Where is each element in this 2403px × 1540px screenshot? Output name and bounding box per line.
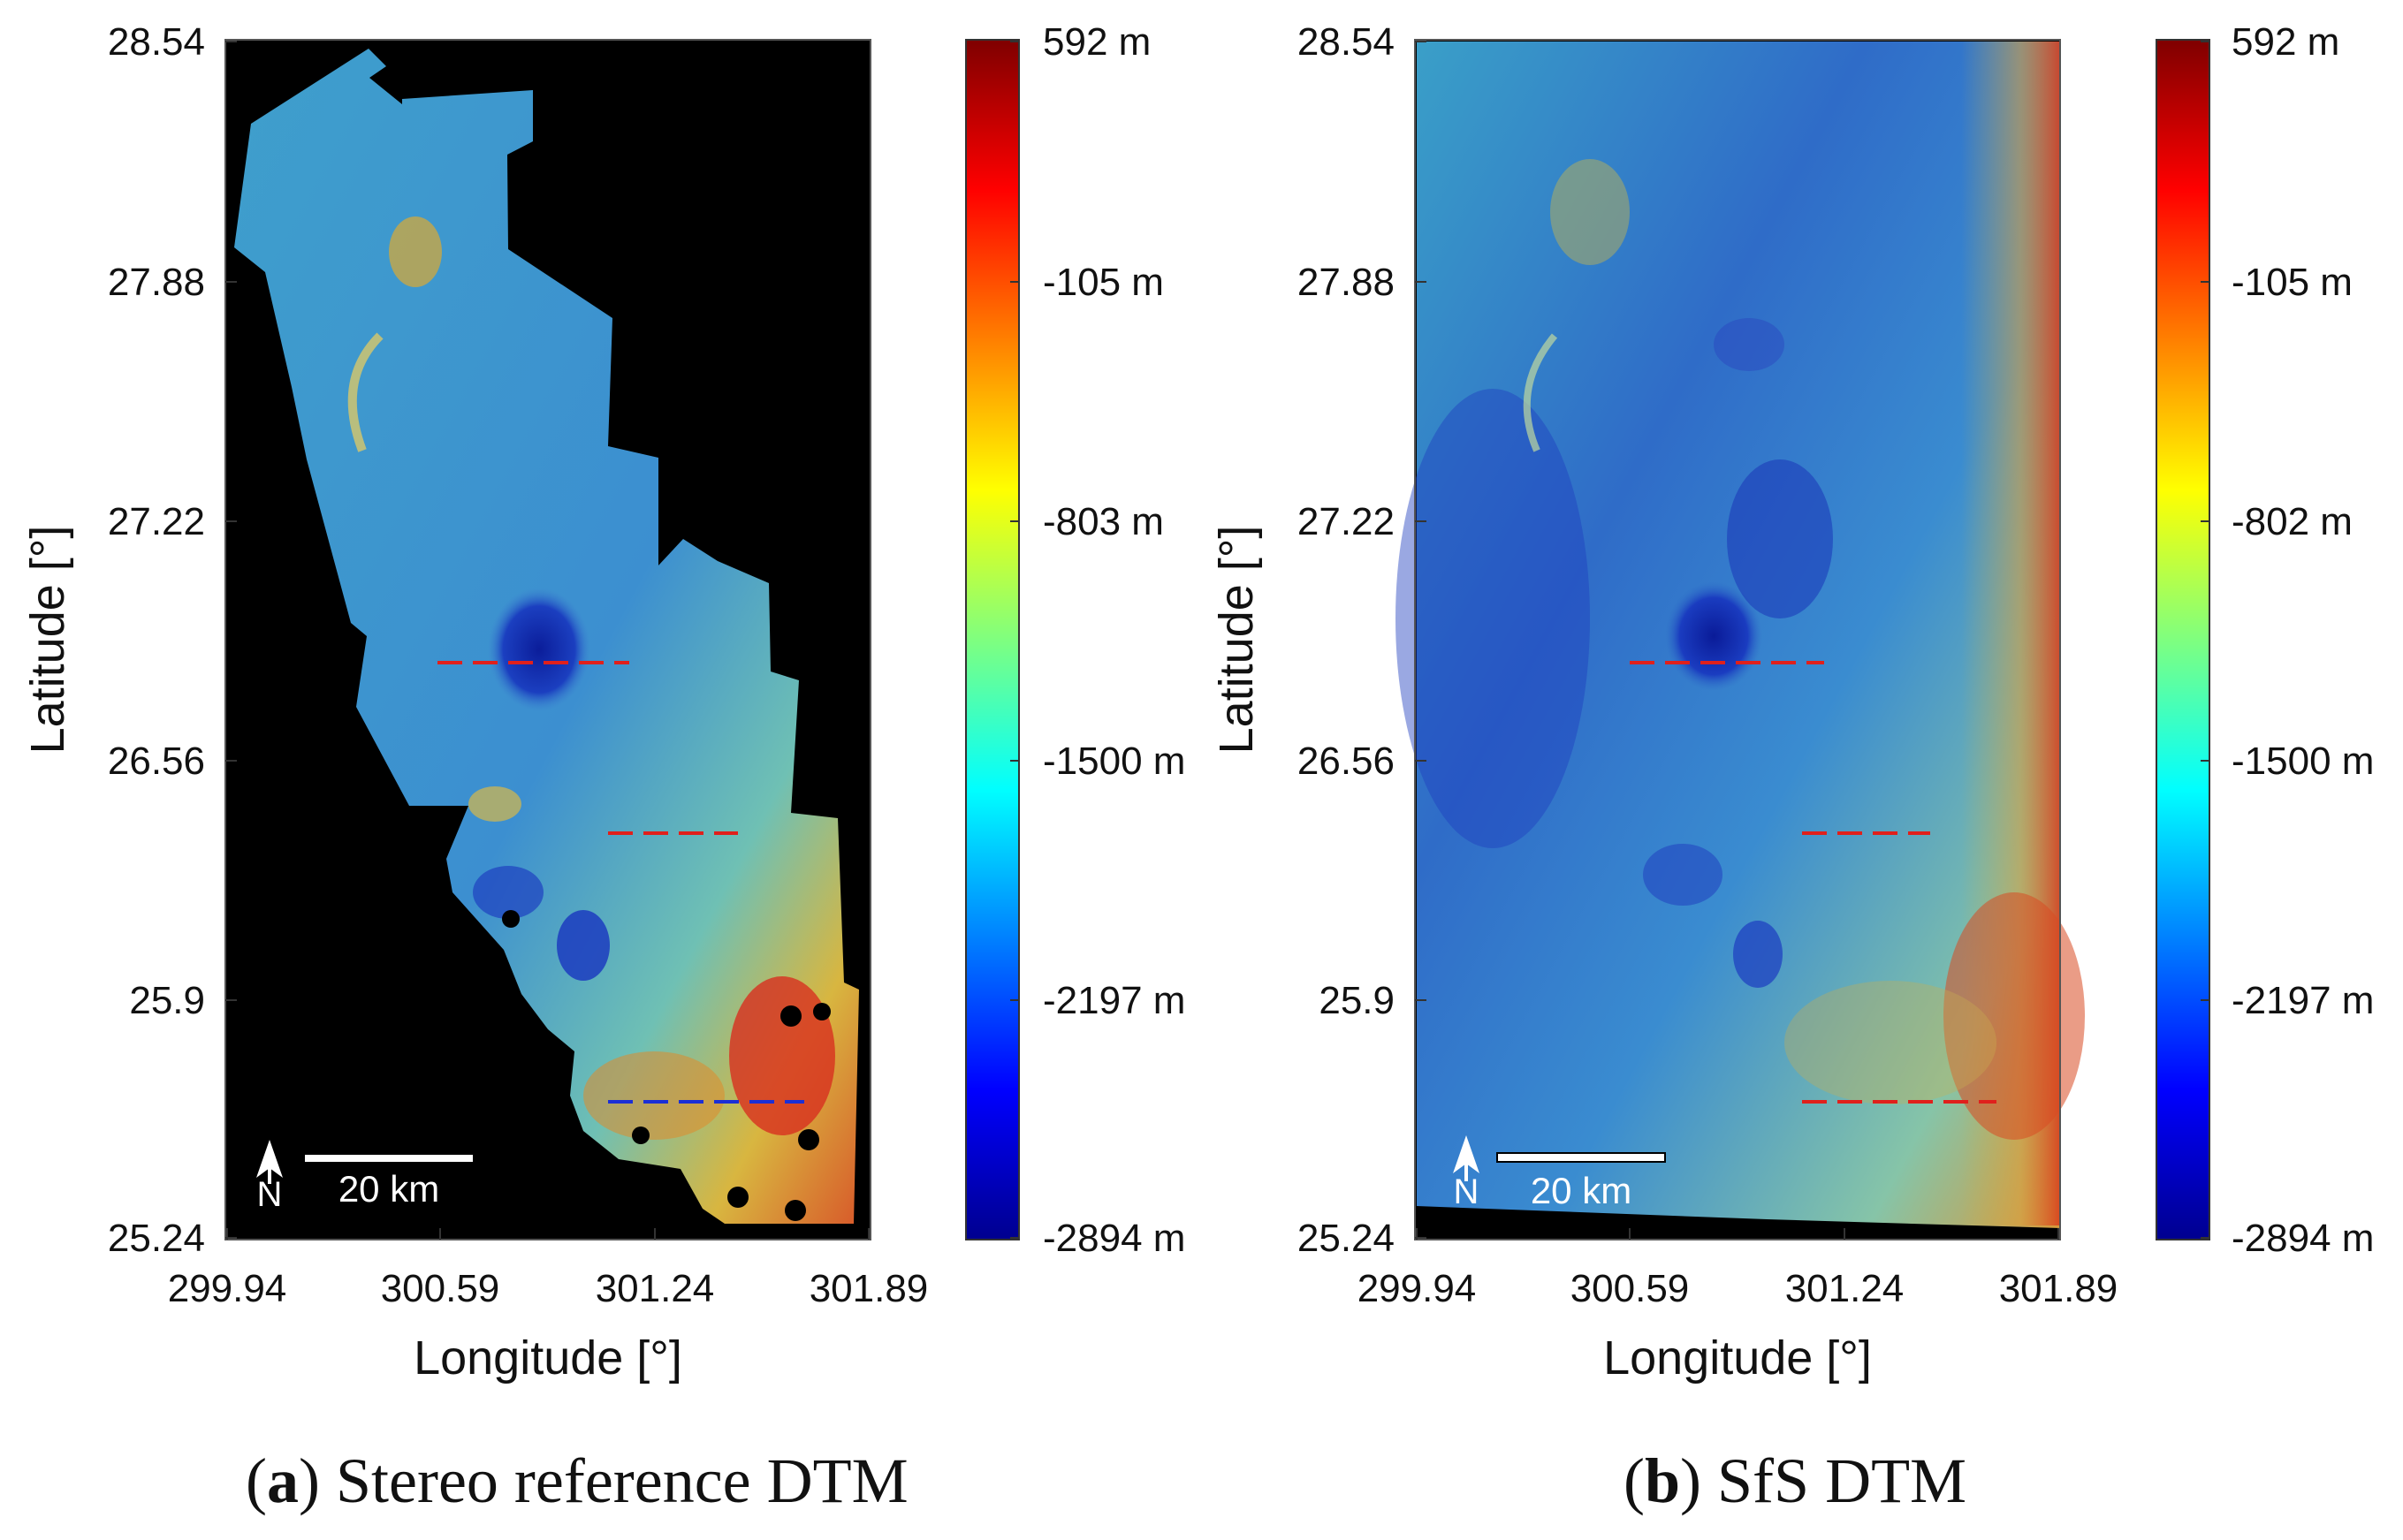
y-axis-label: Latitude [°] — [1210, 526, 1263, 755]
high-terrain — [729, 976, 835, 1135]
axes-frame — [1414, 39, 2061, 1240]
scale-bar: 20 km — [305, 1155, 473, 1210]
colorbar-label: -802 m — [2232, 500, 2353, 543]
x-tick-label: 299.94 — [168, 1267, 287, 1310]
caption-b: (b) SfS DTM — [1624, 1445, 1967, 1516]
colorbar-label: -1500 m — [1043, 740, 1185, 783]
crater-rim — [347, 332, 384, 452]
colorbar-label: 592 m — [1043, 20, 1151, 64]
caption-text: SfS DTM — [1717, 1445, 1967, 1516]
colorbar-label: -803 m — [1043, 500, 1164, 543]
y-tick-label: 27.88 — [1297, 261, 1395, 304]
depression — [1727, 459, 1833, 618]
y-tick-label: 25.9 — [1319, 979, 1395, 1022]
y-tick-marks — [225, 41, 237, 1239]
y-tick-label: 25.24 — [108, 1217, 205, 1260]
depression — [1643, 844, 1722, 906]
caption-a: (a) Stereo reference DTM — [246, 1445, 909, 1516]
data-gap — [798, 1129, 819, 1150]
colorbar — [965, 39, 1020, 1240]
data-gap — [780, 1005, 802, 1027]
elevated-plain — [1784, 981, 1996, 1104]
scale-bar: 20 km — [1496, 1152, 1666, 1211]
north-arrow: N — [1453, 1135, 1479, 1211]
x-axis-label: Longitude [°] — [1603, 1331, 1872, 1384]
crater-small — [1733, 921, 1783, 988]
data-gap — [727, 1187, 749, 1208]
caption-letter: b — [1644, 1445, 1681, 1516]
colorbar-label: 592 m — [2232, 20, 2339, 64]
panel-a-figure: N 20 km 28.54 27.88 27.22 26.56 25.9 25.… — [21, 20, 1185, 1384]
depression — [1714, 318, 1784, 371]
x-tick-label: 300.59 — [1570, 1267, 1690, 1310]
colorbar-label: -105 m — [2232, 261, 2353, 304]
north-arrow: N — [256, 1140, 283, 1214]
x-tick-label: 301.24 — [1785, 1267, 1905, 1310]
y-tick-label: 27.22 — [108, 500, 205, 543]
high-terrain — [1943, 892, 2085, 1140]
colorbar-label: -2894 m — [1043, 1217, 1185, 1260]
x-tick-marks — [1416, 1228, 2059, 1240]
colorbar-ticks — [1010, 41, 1019, 1239]
colorbar — [2156, 39, 2210, 1240]
colorbar-label: -1500 m — [2232, 740, 2374, 783]
x-tick-label: 301.89 — [810, 1267, 929, 1310]
data-gap — [813, 1003, 831, 1020]
panel-a: N 20 km 28.54 27.88 27.22 26.56 25.9 25.… — [0, 0, 1201, 1536]
panel-b-figure: N 20 km 28.54 27.88 27.22 26.56 25.9 25.… — [1210, 20, 2374, 1384]
colorbar-label: -2894 m — [2232, 1217, 2374, 1260]
colorbar-ticks — [2201, 41, 2209, 1239]
rise-mound — [468, 786, 521, 822]
axes-frame — [224, 39, 871, 1240]
colorbar-label: -2197 m — [1043, 979, 1185, 1022]
y-axis-label: Latitude [°] — [21, 526, 74, 755]
scale-bar-label: 20 km — [1531, 1170, 1631, 1211]
y-tick-label: 28.54 — [1297, 20, 1395, 64]
highland-ridge — [1550, 159, 1630, 265]
x-tick-marks — [226, 1228, 870, 1240]
crater-dark — [488, 588, 590, 711]
y-tick-label: 28.54 — [108, 20, 205, 64]
x-tick-label: 301.89 — [1999, 1267, 2118, 1310]
y-tick-label: 25.24 — [1297, 1217, 1395, 1260]
scale-bar-label: 20 km — [338, 1168, 439, 1210]
y-tick-label: 25.9 — [129, 979, 205, 1022]
highland-ridge — [389, 216, 442, 287]
colorbar-label: -2197 m — [2232, 979, 2374, 1022]
north-label: N — [257, 1175, 283, 1214]
y-tick-label: 26.56 — [1297, 740, 1395, 783]
y-tick-label: 27.22 — [1297, 500, 1395, 543]
x-tick-label: 300.59 — [381, 1267, 500, 1310]
crater-rim — [1523, 333, 1558, 452]
data-gap — [785, 1200, 806, 1221]
crater-small — [557, 910, 610, 981]
western-lowland — [1395, 389, 1590, 848]
panel-b: N 20 km 28.54 27.88 27.22 26.56 25.9 25.… — [1201, 0, 2402, 1536]
depression — [473, 866, 544, 919]
caption-letter: a — [266, 1445, 299, 1516]
x-axis-label: Longitude [°] — [414, 1331, 682, 1384]
y-tick-label: 27.88 — [108, 261, 205, 304]
x-tick-label: 299.94 — [1357, 1267, 1477, 1310]
elevated-plain — [583, 1051, 725, 1140]
colorbar-label: -105 m — [1043, 261, 1164, 304]
data-gap — [632, 1127, 650, 1144]
x-tick-label: 301.24 — [596, 1267, 715, 1310]
north-label: N — [1454, 1172, 1479, 1211]
y-tick-label: 26.56 — [108, 740, 205, 783]
data-gap — [502, 910, 520, 928]
caption-text: Stereo reference DTM — [335, 1445, 909, 1516]
